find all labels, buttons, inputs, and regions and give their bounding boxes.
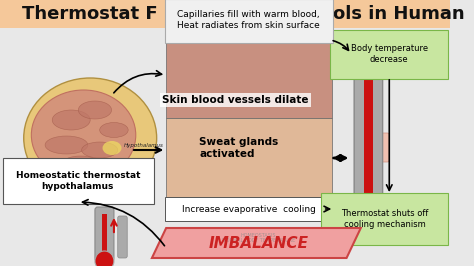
FancyBboxPatch shape <box>364 70 373 200</box>
Ellipse shape <box>78 101 111 119</box>
Text: HOMEOSTASIS
NORMAL BODY TEMPERATURE: HOMEOSTASIS NORMAL BODY TEMPERATURE <box>222 232 295 243</box>
Ellipse shape <box>24 78 157 198</box>
Ellipse shape <box>102 141 121 155</box>
FancyBboxPatch shape <box>354 60 383 210</box>
Text: Homeostatic thermostat
hypothalamus: Homeostatic thermostat hypothalamus <box>16 171 140 191</box>
FancyBboxPatch shape <box>101 214 107 254</box>
FancyBboxPatch shape <box>165 0 333 43</box>
FancyBboxPatch shape <box>330 30 448 79</box>
FancyBboxPatch shape <box>95 207 114 261</box>
Ellipse shape <box>95 251 114 266</box>
Ellipse shape <box>31 90 136 180</box>
Ellipse shape <box>352 200 385 235</box>
Ellipse shape <box>45 136 88 154</box>
FancyBboxPatch shape <box>118 216 127 258</box>
Ellipse shape <box>100 123 128 138</box>
Ellipse shape <box>82 142 118 158</box>
Text: Capillaries fill with warm blood,
Heat radiates from skin surface: Capillaries fill with warm blood, Heat r… <box>177 10 320 30</box>
Polygon shape <box>152 228 361 258</box>
Ellipse shape <box>52 110 90 130</box>
Text: IMBALANCE: IMBALANCE <box>208 235 308 251</box>
FancyBboxPatch shape <box>166 28 332 118</box>
FancyBboxPatch shape <box>374 133 389 162</box>
Text: Thermostat F: Thermostat F <box>22 5 158 23</box>
FancyBboxPatch shape <box>165 197 333 221</box>
Ellipse shape <box>61 156 100 174</box>
Text: Sweat glands
activated: Sweat glands activated <box>200 137 279 159</box>
Text: ols in Human: ols in Human <box>333 5 465 23</box>
FancyBboxPatch shape <box>0 0 450 28</box>
FancyBboxPatch shape <box>166 118 332 198</box>
Text: Thermostat shuts off
cooling mechanism: Thermostat shuts off cooling mechanism <box>341 209 428 229</box>
Text: Body temperature
decrease: Body temperature decrease <box>351 44 428 64</box>
Text: Increase evaporative  cooling: Increase evaporative cooling <box>182 205 316 214</box>
FancyBboxPatch shape <box>321 193 448 245</box>
Text: Hypothalamus: Hypothalamus <box>123 143 164 148</box>
FancyBboxPatch shape <box>3 158 154 204</box>
Text: Skin blood vessels dilate: Skin blood vessels dilate <box>162 95 309 105</box>
